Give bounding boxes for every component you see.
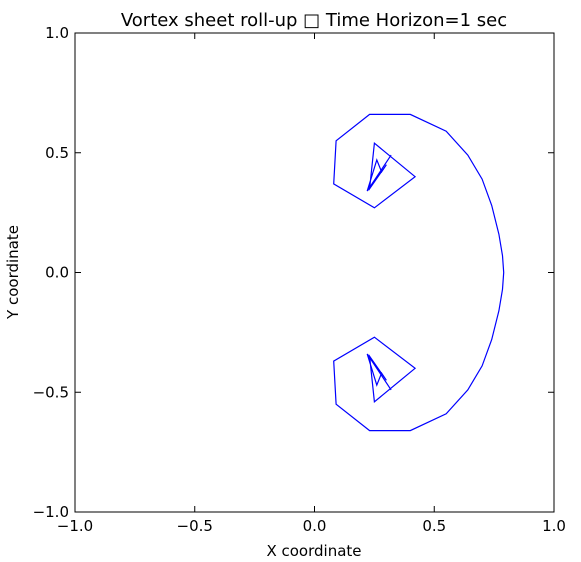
x-axis-label: X coordinate [266, 542, 361, 560]
y-tick-label: −0.5 [33, 383, 69, 401]
y-tick-label: 0.5 [45, 144, 69, 162]
series-layer [333, 113, 505, 432]
y-tick-label: −1.0 [33, 503, 69, 521]
y-axis-label: Y coordinate [4, 225, 22, 320]
x-tick-label: −1.0 [57, 517, 93, 535]
chart-title: Vortex sheet roll-up □ Time Horizon=1 se… [121, 10, 507, 31]
ticks-layer: −1.0−1.0 −0.5 −0.5 0.0 0.0 0.5 0.5 1.0 1.0 [33, 24, 566, 535]
x-tick-label: 1.0 [542, 517, 566, 535]
plot-frame [74, 32, 555, 513]
x-tick-label: −0.5 [177, 517, 213, 535]
x-tick-label: 0.0 [303, 517, 327, 535]
series-line-1 [333, 113, 505, 432]
x-tick-label: 0.5 [422, 517, 446, 535]
y-tick-label: 1.0 [45, 24, 69, 42]
y-tick-label: 0.0 [45, 264, 69, 282]
